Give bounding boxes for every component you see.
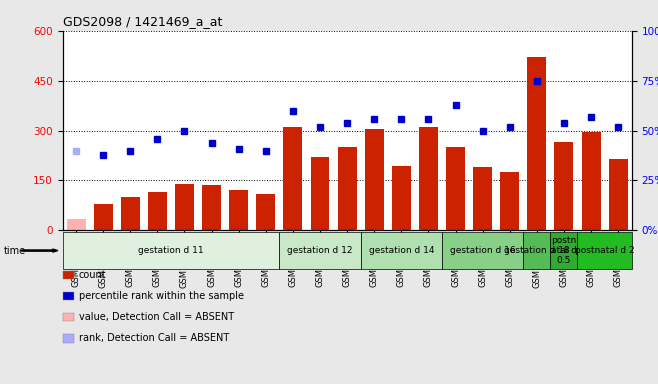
Text: percentile rank within the sample: percentile rank within the sample: [79, 291, 244, 301]
Text: gestation d 11: gestation d 11: [138, 246, 204, 255]
Text: value, Detection Call = ABSENT: value, Detection Call = ABSENT: [79, 312, 234, 322]
Bar: [582, 132, 601, 230]
Text: rank, Detection Call = ABSENT: rank, Detection Call = ABSENT: [79, 333, 229, 343]
Bar: [609, 159, 628, 230]
Bar: [257, 194, 275, 230]
Bar: [500, 172, 519, 230]
Bar: [175, 184, 194, 230]
Text: time: time: [3, 245, 26, 256]
Bar: [311, 157, 330, 230]
Bar: [121, 197, 139, 230]
Bar: [148, 192, 167, 230]
Bar: [527, 57, 546, 230]
Bar: [446, 147, 465, 230]
Bar: [284, 127, 303, 230]
Bar: [66, 219, 86, 230]
Bar: [229, 190, 248, 230]
Text: GDS2098 / 1421469_a_at: GDS2098 / 1421469_a_at: [63, 15, 222, 28]
Text: postn
atal d
0.5: postn atal d 0.5: [551, 236, 577, 265]
Bar: [202, 185, 221, 230]
Bar: [93, 204, 113, 230]
Text: gestation d 18: gestation d 18: [504, 246, 570, 255]
Text: gestation d 16: gestation d 16: [450, 246, 515, 255]
Text: count: count: [79, 270, 107, 280]
Text: gestation d 12: gestation d 12: [288, 246, 353, 255]
Bar: [555, 142, 573, 230]
Bar: [338, 147, 357, 230]
Bar: [473, 167, 492, 230]
Text: gestation d 14: gestation d 14: [368, 246, 434, 255]
Bar: [392, 166, 411, 230]
Bar: [365, 129, 384, 230]
Bar: [419, 127, 438, 230]
Text: postnatal d 2: postnatal d 2: [575, 246, 634, 255]
